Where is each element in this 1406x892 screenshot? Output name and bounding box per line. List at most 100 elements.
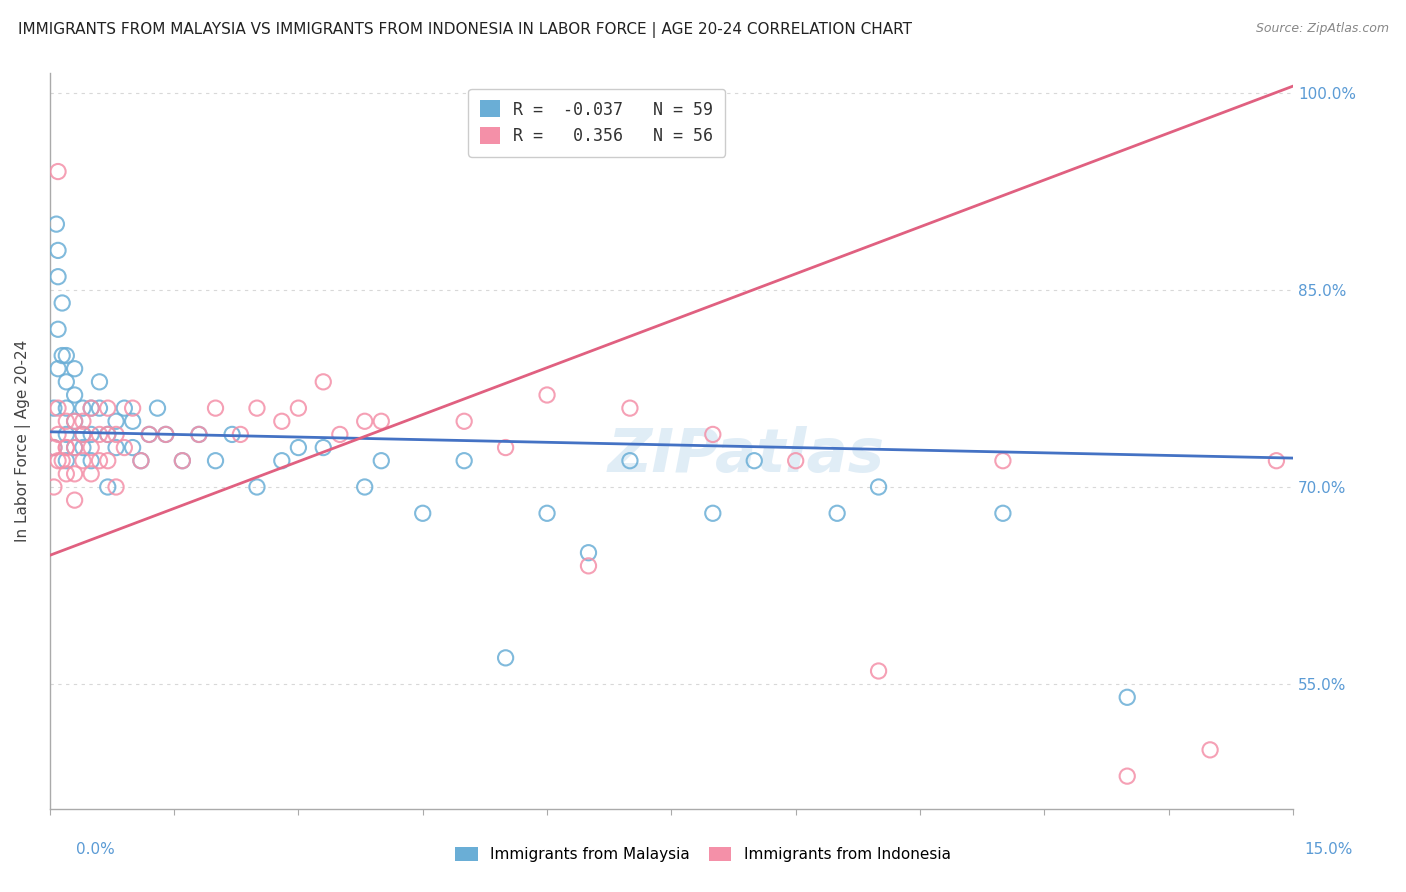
Point <box>578 546 600 560</box>
Point <box>536 506 558 520</box>
Text: ZIPatlas: ZIPatlas <box>607 426 884 485</box>
Point <box>46 244 69 258</box>
Point <box>55 401 77 416</box>
Point <box>221 427 243 442</box>
Point <box>72 427 94 442</box>
Point <box>42 401 65 416</box>
Point <box>72 414 94 428</box>
Point <box>46 164 69 178</box>
Point <box>42 480 65 494</box>
Point <box>246 401 269 416</box>
Point <box>1116 690 1139 705</box>
Point <box>785 453 807 467</box>
Point <box>825 506 848 520</box>
Point <box>312 375 335 389</box>
Point <box>55 441 77 455</box>
Point <box>353 414 375 428</box>
Point <box>89 375 111 389</box>
Point <box>172 453 194 467</box>
Point <box>46 361 69 376</box>
Point <box>353 480 375 494</box>
Point <box>619 453 641 467</box>
Point <box>46 401 69 416</box>
Text: 15.0%: 15.0% <box>1305 842 1353 856</box>
Point <box>412 506 434 520</box>
Point <box>270 414 292 428</box>
Point <box>80 401 103 416</box>
Point <box>991 506 1014 520</box>
Point <box>51 453 73 467</box>
Point <box>1265 453 1288 467</box>
Point <box>370 453 392 467</box>
Point <box>63 441 86 455</box>
Point <box>63 467 86 481</box>
Point <box>105 441 128 455</box>
Point <box>370 414 392 428</box>
Point <box>55 453 77 467</box>
Point <box>63 493 86 508</box>
Point <box>155 427 177 442</box>
Point <box>619 401 641 416</box>
Point <box>97 427 120 442</box>
Point <box>63 388 86 402</box>
Point <box>97 401 120 416</box>
Point <box>80 427 103 442</box>
Point <box>187 427 209 442</box>
Point <box>187 427 209 442</box>
Point <box>72 453 94 467</box>
Point <box>1116 769 1139 783</box>
Point <box>55 441 77 455</box>
Point <box>105 427 128 442</box>
Text: Source: ZipAtlas.com: Source: ZipAtlas.com <box>1256 22 1389 36</box>
Point <box>129 453 152 467</box>
Point <box>55 427 77 442</box>
Point <box>63 441 86 455</box>
Point <box>138 427 160 442</box>
Point <box>72 427 94 442</box>
Point <box>742 453 765 467</box>
Legend: Immigrants from Malaysia, Immigrants from Indonesia: Immigrants from Malaysia, Immigrants fro… <box>449 841 957 868</box>
Point <box>495 441 517 455</box>
Point <box>80 441 103 455</box>
Point <box>80 401 103 416</box>
Point <box>112 401 135 416</box>
Point <box>1199 743 1222 757</box>
Point <box>97 427 120 442</box>
Legend: R =  -0.037   N = 59, R =   0.356   N = 56: R = -0.037 N = 59, R = 0.356 N = 56 <box>468 88 725 157</box>
Point <box>55 414 77 428</box>
Point <box>80 467 103 481</box>
Point <box>578 558 600 573</box>
Point <box>121 401 143 416</box>
Point <box>55 375 77 389</box>
Point <box>63 414 86 428</box>
Point <box>89 453 111 467</box>
Point <box>702 506 724 520</box>
Point <box>204 453 226 467</box>
Point <box>72 441 94 455</box>
Point <box>51 349 73 363</box>
Point <box>246 480 269 494</box>
Point <box>536 388 558 402</box>
Point <box>868 480 890 494</box>
Point <box>155 427 177 442</box>
Point <box>121 414 143 428</box>
Point <box>129 453 152 467</box>
Point <box>89 401 111 416</box>
Point <box>270 453 292 467</box>
Point <box>42 441 65 455</box>
Point <box>991 453 1014 467</box>
Point <box>46 427 69 442</box>
Point <box>51 296 73 310</box>
Text: 0.0%: 0.0% <box>76 842 115 856</box>
Point <box>868 664 890 678</box>
Point <box>329 427 352 442</box>
Point <box>138 427 160 442</box>
Point <box>89 427 111 442</box>
Point <box>46 269 69 284</box>
Point <box>453 453 475 467</box>
Y-axis label: In Labor Force | Age 20-24: In Labor Force | Age 20-24 <box>15 340 31 542</box>
Point <box>453 414 475 428</box>
Point <box>97 480 120 494</box>
Point <box>229 427 252 442</box>
Point <box>72 401 94 416</box>
